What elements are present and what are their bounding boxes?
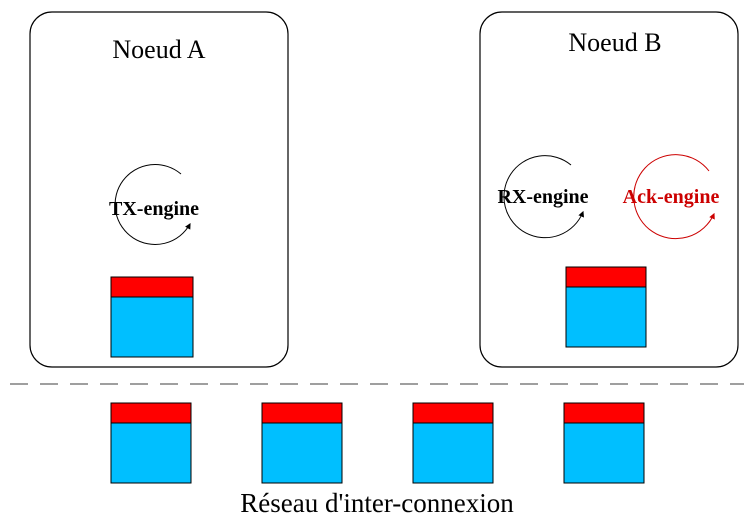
node-b-packet bbox=[565, 266, 647, 348]
node-b-box bbox=[479, 11, 739, 368]
packet-body bbox=[110, 296, 194, 358]
packet-body bbox=[110, 422, 192, 484]
packet-body bbox=[563, 422, 645, 484]
node-a-packet bbox=[110, 276, 194, 358]
packet-header bbox=[565, 266, 647, 288]
packet-header bbox=[110, 402, 192, 424]
network-packets bbox=[110, 402, 645, 484]
packet-header bbox=[261, 402, 343, 424]
packet-body bbox=[261, 422, 343, 484]
tx-engine-cycle-arrow-icon bbox=[114, 164, 191, 245]
tx-engine: TX-engine bbox=[109, 164, 199, 245]
node-a-box bbox=[29, 11, 289, 368]
packet-header bbox=[110, 276, 194, 298]
network-packet bbox=[261, 402, 343, 484]
tx-engine-label: TX-engine bbox=[109, 198, 199, 220]
packet-header bbox=[412, 402, 494, 424]
node-b: Noeud B RX-engine Ack-engine bbox=[479, 11, 739, 368]
rx-engine-cycle-arrow-icon bbox=[503, 155, 584, 239]
node-a-title: Noeud A bbox=[112, 35, 205, 64]
rx-engine-label: RX-engine bbox=[497, 186, 588, 208]
node-a: Noeud A TX-engine bbox=[29, 11, 289, 368]
packet-body bbox=[412, 422, 494, 484]
packet-header bbox=[563, 402, 645, 424]
rx-engine: RX-engine bbox=[497, 155, 589, 239]
ack-engine-cycle-arrow-icon bbox=[633, 154, 715, 240]
node-b-title: Noeud B bbox=[568, 28, 661, 57]
network-packet bbox=[563, 402, 645, 484]
network-label: Réseau d'inter-connexion bbox=[240, 488, 514, 518]
network-packet bbox=[412, 402, 494, 484]
network-packet bbox=[110, 402, 192, 484]
packet-body bbox=[565, 286, 647, 348]
ack-engine-label: Ack-engine bbox=[623, 186, 720, 208]
ack-engine: Ack-engine bbox=[623, 154, 720, 240]
